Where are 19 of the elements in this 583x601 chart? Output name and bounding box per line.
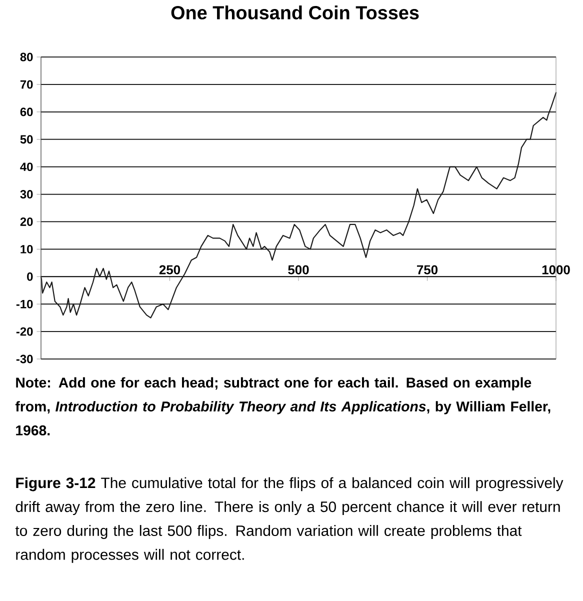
y-tick-label: 40 xyxy=(20,162,33,172)
y-tick-label: 10 xyxy=(20,244,33,254)
y-tick-label: -30 xyxy=(16,354,33,364)
y-tick-label: -10 xyxy=(16,300,33,308)
y-tick-label: 30 xyxy=(20,190,33,199)
x-tick-label: 750 xyxy=(417,265,438,274)
x-tick-label: 500 xyxy=(288,265,309,274)
x-tick-label: 250 xyxy=(159,265,180,274)
y-tick-label: -20 xyxy=(16,327,33,336)
y-tick-label: 50 xyxy=(20,135,33,144)
y-tick-label: 70 xyxy=(20,80,33,89)
y-tick-label: 80 xyxy=(20,52,33,62)
text: Figure 3-12 The cumulative total for the flips of a balanced coin will progressively drift away from the zero line. There is only a 50 percent chance it will ever return to zero during the last 500 flips. Random variation will create problems that random processes will not correct. xyxy=(15,477,564,563)
text: Note: Add one for each head; subtract one for each tail. Based on example from, Introduction to Probability Theory and Its Applications, by William Feller, 1968. xyxy=(15,377,550,436)
y-tick-label: 20 xyxy=(20,217,33,226)
x-tick-label: 1000 xyxy=(542,265,570,274)
y-tick-label: 0 xyxy=(27,272,33,281)
y-tick-label: 60 xyxy=(20,108,33,116)
chart-title: One Thousand Coin Tosses xyxy=(171,6,419,20)
